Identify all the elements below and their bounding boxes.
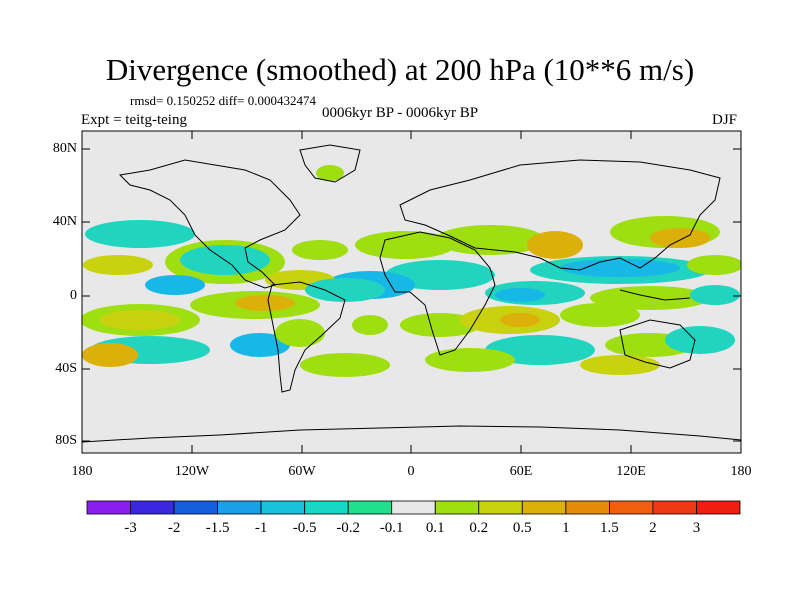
colorbar-label: 1 [562, 520, 570, 536]
period-label: 0006kyr BP - 0006kyr BP [322, 105, 479, 121]
field-blob [665, 326, 735, 354]
field-blob [145, 275, 205, 295]
lon-ticks [81, 131, 742, 453]
coast-south-america [267, 281, 346, 393]
colorbar-label: -0.5 [292, 520, 317, 536]
colorbar-swatch [173, 500, 219, 515]
field-blob [292, 240, 348, 260]
field-blob [316, 165, 344, 181]
colorbar-swatch [434, 500, 480, 515]
field-blob [300, 353, 390, 377]
coast-greenland [299, 144, 361, 183]
colorbar-label: -2 [167, 520, 181, 536]
colorbar-swatch [609, 500, 654, 515]
colorbar-label: 0.1 [425, 520, 445, 536]
colorbar-swatch [478, 500, 523, 515]
field-blob [500, 313, 540, 327]
coast-north-america [118, 159, 301, 289]
coast-eurasia [399, 159, 721, 271]
field-blob [495, 288, 545, 302]
divergence-field [82, 165, 741, 377]
coastlines [82, 144, 741, 443]
field-blob [305, 278, 385, 302]
colorbar-swatch [217, 500, 262, 515]
colorbar-label: 0.2 [469, 520, 489, 536]
experiment-label: Expt = teitg-teing [81, 112, 187, 128]
lon-label-180e: 180 [730, 464, 752, 479]
lat-label-40s: 40S [55, 361, 77, 376]
colorbar-label: 1.5 [600, 520, 619, 536]
field-blob [83, 255, 153, 275]
rmsd-diff-stats: rmsd= 0.150252 diff= 0.000432474 [130, 93, 316, 108]
field-blob [425, 348, 515, 372]
colorbar-swatch [304, 500, 349, 515]
field-blob [527, 231, 583, 259]
field-blob [100, 310, 180, 330]
lat-ticks [82, 148, 741, 442]
colorbar-label: 3 [692, 520, 701, 536]
lon-label-60e: 60E [509, 464, 533, 479]
field-blob [650, 228, 710, 248]
colorbar-label: -0.1 [379, 520, 404, 536]
lon-label-180w: 180 [71, 464, 93, 479]
field-blob [85, 220, 195, 248]
field-blob [560, 259, 680, 277]
colorbar-label: 2 [649, 520, 657, 536]
field-blob [230, 333, 290, 357]
field-blob [275, 319, 325, 347]
lat-label-80s: 80S [55, 433, 77, 448]
lat-label-80n: 80N [52, 141, 77, 156]
coast-indonesia [619, 289, 691, 301]
field-blob [560, 303, 640, 327]
colorbar [86, 500, 741, 515]
lon-label-120e: 120E [616, 464, 646, 479]
field-blob [82, 343, 138, 367]
field-blob [687, 255, 741, 275]
field-blob [435, 225, 545, 255]
field-blob [352, 315, 388, 335]
field-blob [235, 295, 295, 311]
colorbar-swatch [86, 500, 131, 515]
season-label: DJF [712, 112, 738, 128]
colorbar-label: 0.5 [512, 520, 532, 536]
field-blob [355, 231, 455, 259]
colorbar-label: -0.2 [336, 520, 361, 536]
field-blob [400, 313, 480, 337]
field-blob [590, 286, 710, 310]
lon-label-0: 0 [407, 464, 415, 479]
lon-label-120w: 120W [174, 464, 210, 479]
colorbar-label: -1.5 [205, 520, 230, 536]
colorbar-label: -3 [124, 520, 137, 536]
coast-africa [379, 231, 496, 356]
lat-label-0: 0 [70, 288, 77, 303]
coast-antarctica [82, 425, 741, 443]
colorbar-label: -1 [254, 520, 268, 536]
colorbar-swatch [391, 500, 436, 515]
colorbar-swatch [521, 500, 567, 515]
field-blob [580, 355, 660, 375]
colorbar-swatch [696, 500, 741, 515]
colorbar-swatch [347, 500, 393, 515]
map-title: Divergence (smoothed) at 200 hPa (10**6 … [105, 52, 695, 87]
field-blob [690, 285, 740, 305]
lat-label-40n: 40N [52, 214, 77, 229]
colorbar-swatch [130, 500, 175, 515]
colorbar-swatch [652, 500, 697, 515]
colorbar-swatch [260, 500, 306, 515]
colorbar-swatch [565, 500, 610, 515]
coast-australia [619, 319, 696, 369]
lon-label-60w: 60W [288, 464, 316, 479]
